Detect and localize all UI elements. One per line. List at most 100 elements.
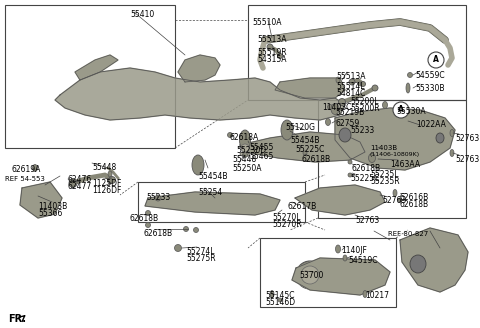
Circle shape (393, 102, 409, 118)
Ellipse shape (33, 165, 37, 172)
Text: 55235L: 55235L (370, 170, 398, 179)
Ellipse shape (343, 255, 347, 261)
Ellipse shape (155, 195, 161, 201)
Text: 55465: 55465 (249, 152, 274, 161)
Text: 62618B: 62618B (143, 229, 172, 238)
Ellipse shape (228, 133, 232, 137)
Text: (11406-10809K): (11406-10809K) (370, 152, 420, 157)
Ellipse shape (450, 150, 454, 156)
Ellipse shape (336, 245, 340, 253)
Text: 62759: 62759 (335, 119, 359, 128)
Polygon shape (55, 68, 345, 120)
Text: 55233: 55233 (146, 193, 170, 202)
Text: 55145C: 55145C (265, 291, 295, 300)
Text: 62619A: 62619A (11, 165, 40, 174)
Text: 55330B: 55330B (415, 84, 444, 93)
Text: 1126DF: 1126DF (92, 186, 121, 195)
Text: 55120G: 55120G (285, 123, 315, 132)
Text: 55250A: 55250A (232, 164, 262, 173)
Text: 55200R: 55200R (350, 104, 380, 113)
Ellipse shape (240, 130, 251, 150)
Text: 55455: 55455 (249, 143, 274, 152)
Text: 55513A: 55513A (336, 72, 365, 81)
Text: 55366: 55366 (38, 209, 62, 218)
Ellipse shape (360, 81, 365, 87)
Bar (248, 5, 466, 100)
Bar (5, 5, 175, 148)
Bar (260, 238, 396, 307)
Polygon shape (275, 78, 345, 98)
Ellipse shape (393, 190, 397, 196)
Text: 62616B: 62616B (400, 193, 429, 202)
Ellipse shape (436, 133, 444, 143)
Text: 55270R: 55270R (272, 220, 301, 229)
Ellipse shape (281, 120, 293, 140)
Text: 62618A: 62618A (230, 133, 259, 142)
Text: 62618B: 62618B (400, 200, 429, 209)
Ellipse shape (398, 198, 402, 202)
Text: 55454B: 55454B (290, 136, 320, 145)
Polygon shape (20, 182, 62, 218)
Ellipse shape (183, 227, 189, 232)
Ellipse shape (145, 211, 151, 215)
Text: 1140JF: 1140JF (341, 246, 367, 255)
Text: 11403B: 11403B (38, 202, 67, 211)
Polygon shape (335, 108, 455, 170)
Text: 10217: 10217 (365, 291, 389, 300)
Polygon shape (178, 55, 220, 82)
Text: A: A (433, 55, 439, 65)
Ellipse shape (325, 118, 331, 126)
Text: 55530A: 55530A (396, 107, 426, 116)
Ellipse shape (270, 291, 274, 297)
Ellipse shape (397, 105, 403, 111)
Bar (318, 100, 466, 218)
Text: 55225C: 55225C (295, 145, 324, 154)
Text: 62618B: 62618B (352, 164, 381, 173)
Text: 55513A: 55513A (257, 35, 287, 44)
Text: 62618B: 62618B (302, 155, 331, 164)
Ellipse shape (339, 99, 345, 105)
Ellipse shape (450, 130, 454, 136)
Text: 55510A: 55510A (252, 18, 281, 27)
Polygon shape (145, 192, 280, 215)
Ellipse shape (301, 266, 319, 284)
Ellipse shape (175, 244, 181, 252)
Polygon shape (400, 228, 468, 292)
Ellipse shape (108, 171, 112, 177)
Ellipse shape (267, 44, 273, 50)
Ellipse shape (336, 77, 340, 83)
Ellipse shape (338, 98, 346, 106)
Text: 55219B: 55219B (335, 108, 364, 117)
Bar (138, 182, 305, 222)
Ellipse shape (348, 173, 352, 177)
Text: 55200L: 55200L (350, 97, 379, 106)
Text: 1022AA: 1022AA (416, 120, 446, 129)
Text: 54559C: 54559C (415, 71, 444, 80)
Ellipse shape (372, 85, 378, 91)
Text: 11403C: 11403C (322, 103, 351, 112)
Ellipse shape (69, 178, 77, 188)
Text: 55235R: 55235R (370, 177, 400, 186)
Text: 55514L: 55514L (336, 82, 364, 91)
Text: 1463AA: 1463AA (390, 160, 420, 169)
Ellipse shape (349, 79, 355, 85)
Text: FR.: FR. (8, 314, 26, 324)
Polygon shape (240, 132, 365, 162)
Text: 54315A: 54315A (257, 55, 287, 64)
Text: 52763: 52763 (455, 134, 479, 143)
Text: 55448: 55448 (232, 155, 256, 164)
Text: 55519R: 55519R (257, 48, 287, 57)
Text: 55146D: 55146D (265, 298, 295, 307)
Ellipse shape (406, 83, 410, 93)
Ellipse shape (277, 53, 283, 58)
Text: 62618B: 62618B (130, 214, 159, 223)
Text: REF 54-553: REF 54-553 (5, 176, 45, 182)
Text: 62477: 62477 (68, 182, 92, 191)
Ellipse shape (369, 154, 375, 162)
Text: 55454B: 55454B (198, 172, 228, 181)
Text: 55230D: 55230D (236, 146, 266, 155)
Ellipse shape (192, 155, 204, 175)
Ellipse shape (383, 101, 387, 109)
Text: 11403B: 11403B (370, 145, 397, 151)
Text: 55233: 55233 (350, 126, 374, 135)
